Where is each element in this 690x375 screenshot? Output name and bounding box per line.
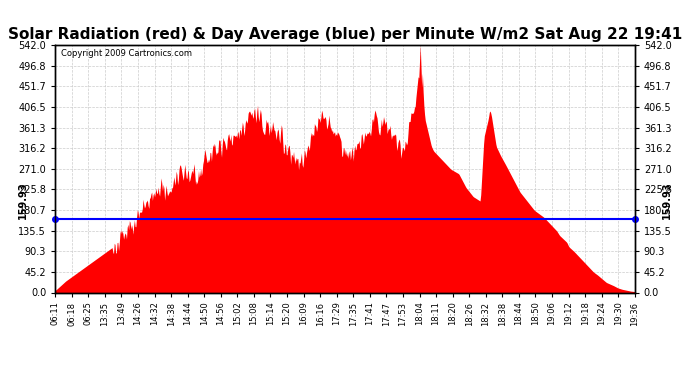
Text: 159.93: 159.93	[19, 182, 28, 219]
Title: Solar Radiation (red) & Day Average (blue) per Minute W/m2 Sat Aug 22 19:41: Solar Radiation (red) & Day Average (blu…	[8, 27, 682, 42]
Text: 159.93: 159.93	[662, 182, 671, 219]
Text: Copyright 2009 Cartronics.com: Copyright 2009 Cartronics.com	[61, 49, 192, 58]
